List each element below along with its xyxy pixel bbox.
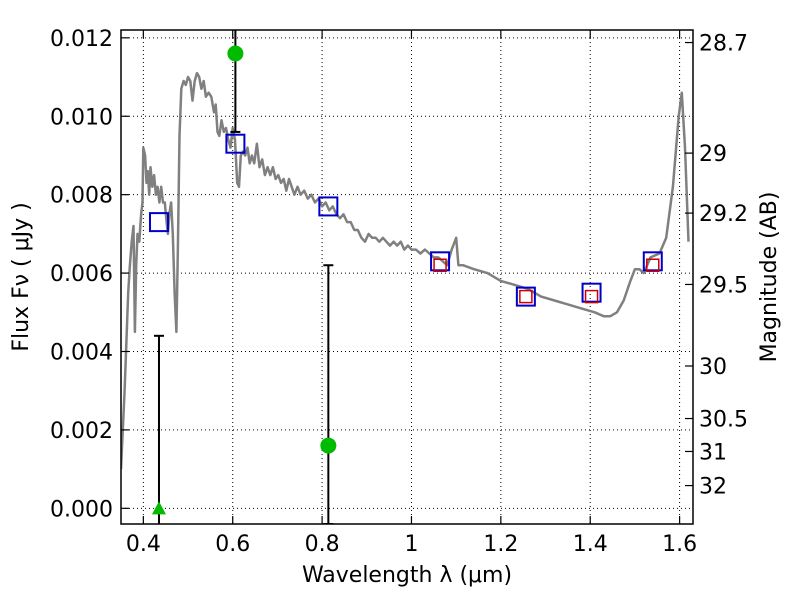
model-photometry-point bbox=[515, 286, 536, 307]
y2-tick-label: 29 bbox=[699, 142, 727, 167]
observed-photometry-point bbox=[584, 289, 599, 304]
detection-point bbox=[227, 45, 244, 62]
model-photometry-point bbox=[430, 251, 451, 272]
y2-tick-label: 30.5 bbox=[699, 408, 748, 433]
y-tick-label: 0.012 bbox=[50, 27, 113, 52]
y-tick-label: 0.004 bbox=[50, 340, 113, 365]
model-photometry-point bbox=[642, 251, 663, 272]
y2-tick-label: 29.5 bbox=[699, 273, 748, 298]
observed-photometry-point bbox=[646, 258, 660, 272]
y2-tick-label: 30 bbox=[699, 355, 727, 380]
x-tick-label: 0.6 bbox=[215, 532, 250, 557]
y-tick-label: 0.008 bbox=[50, 184, 113, 209]
model-photometry-point bbox=[318, 196, 339, 217]
observed-photometry-point bbox=[433, 258, 447, 272]
y2-tick-label: 31 bbox=[699, 440, 727, 465]
y2-tick-label: 29.2 bbox=[699, 202, 748, 227]
x-tick-label: 1.6 bbox=[662, 532, 697, 557]
chart-marks bbox=[121, 30, 690, 524]
y-tick-label: 0.006 bbox=[50, 262, 113, 287]
model-photometry-point bbox=[148, 212, 169, 233]
observed-photometry-point bbox=[519, 289, 533, 304]
model-photometry-point bbox=[225, 133, 246, 154]
x-axis-label: Wavelength λ (μm) bbox=[302, 563, 512, 588]
y-axis-label: Flux Fν ( μJy ) bbox=[9, 202, 34, 351]
model-photometry-point bbox=[581, 282, 602, 303]
detection-point bbox=[320, 437, 337, 454]
x-tick-label: 1.2 bbox=[483, 532, 518, 557]
plot-content bbox=[121, 30, 690, 524]
x-tick-label: 1 bbox=[404, 532, 418, 557]
sed-model-line bbox=[121, 71, 690, 470]
plot-area bbox=[121, 30, 693, 524]
y2-tick-label: 28.7 bbox=[699, 32, 748, 57]
y-tick-label: 0.010 bbox=[50, 105, 113, 130]
plot-frame bbox=[120, 29, 694, 525]
x-tick-label: 0.8 bbox=[305, 532, 340, 557]
upper-limit-marker bbox=[151, 501, 166, 515]
y2-axis-label: Magnitude (AB) bbox=[757, 192, 782, 363]
y2-tick-label: 32 bbox=[699, 475, 727, 500]
axes: 0.4 0.6 0.8 1 1.2 1.4 1.6 0.000 0.002 0.004 0.006 0… bbox=[50, 27, 748, 557]
y-tick-label: 0.000 bbox=[50, 497, 113, 522]
x-tick-label: 0.4 bbox=[126, 532, 161, 557]
x-tick-label: 1.4 bbox=[573, 532, 608, 557]
y-tick-label: 0.002 bbox=[50, 419, 113, 444]
grid bbox=[121, 30, 693, 524]
